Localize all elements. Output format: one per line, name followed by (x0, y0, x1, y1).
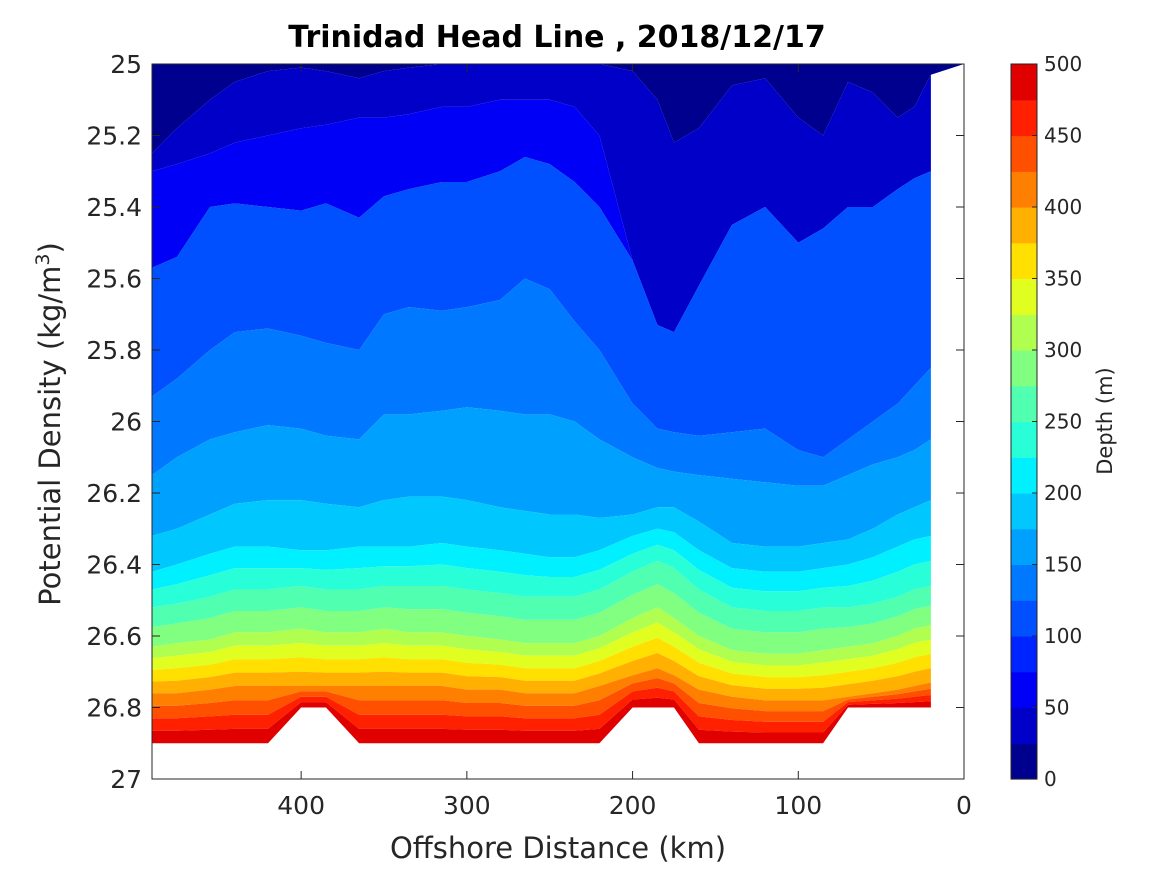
y-tick-label: 26.2 (86, 479, 142, 508)
colorbar-swatch (1011, 457, 1037, 494)
y-tick-label: 26.8 (86, 694, 142, 723)
x-tick-label: 400 (277, 791, 325, 820)
colorbar-swatch (1011, 421, 1037, 458)
contour-bands (152, 64, 964, 744)
contour-band (152, 622, 931, 678)
colorbar-swatch (1011, 314, 1037, 351)
colorbar-label: Depth (m) (1093, 367, 1117, 474)
x-tick-label: 300 (443, 791, 491, 820)
contour-band (152, 64, 931, 333)
colorbar-swatch (1011, 564, 1037, 601)
contour-band (152, 678, 931, 722)
y-tick-label: 25.2 (86, 122, 142, 151)
colorbar-tick-label: 100 (1044, 624, 1082, 648)
colorbar-swatch (1011, 64, 1037, 101)
colorbar-tick-label: 500 (1044, 52, 1082, 76)
contour-band (152, 607, 931, 666)
colorbar-tick-label: 300 (1044, 338, 1082, 362)
colorbar-tick-label: 450 (1044, 124, 1082, 148)
x-tick-label: 100 (774, 791, 822, 820)
contour-band (152, 653, 931, 701)
contour-band (152, 496, 931, 572)
colorbar-swatch (1011, 600, 1037, 637)
colorbar-swatch (1011, 493, 1037, 530)
contour-band (152, 157, 931, 458)
y-tick-label: 26.4 (86, 551, 142, 580)
contour-band (152, 560, 931, 633)
y-axis-label-end: ) (33, 242, 67, 253)
contour-band (152, 528, 931, 592)
colorbar-swatch (1011, 242, 1037, 280)
colorbar-swatch (1011, 385, 1037, 423)
colorbar-swatch (1011, 528, 1037, 566)
x-axis-label: Offshore Distance (km) (390, 831, 726, 865)
colorbar-swatch (1011, 350, 1037, 387)
contour-band (152, 278, 931, 486)
colorbar: 0 50 100 150 200 250 300 350 400 450 500 Depth (m) (1010, 52, 1117, 791)
y-tick-label: 25.8 (86, 336, 142, 365)
colorbar-tick-label: 200 (1044, 481, 1082, 505)
colorbar-tick-label: 150 (1044, 553, 1082, 577)
x-axis: 400 300 200 100 0 (277, 64, 972, 820)
colorbar-tick-label: 250 (1044, 410, 1082, 434)
colorbar-swatch (1011, 171, 1037, 208)
colorbar-tick-label: 350 (1044, 267, 1082, 291)
contour-band (152, 668, 931, 712)
contour-band (152, 697, 931, 744)
contour-band (152, 584, 931, 654)
y-tick-label: 27 (110, 765, 142, 794)
colorbar-swatch (1011, 99, 1037, 137)
colorbar-swatches (1011, 64, 1037, 780)
contour-band (152, 99, 931, 333)
contour-band (152, 687, 931, 733)
y-axis-label-main: Potential Density (kg/m (33, 266, 67, 606)
colorbar-swatch (1011, 707, 1037, 744)
y-tick-label: 25 (110, 50, 142, 79)
x-tick-label: 0 (956, 791, 972, 820)
colorbar-swatch (1011, 278, 1037, 315)
y-tick-label: 26.6 (86, 622, 142, 651)
colorbar-swatch (1011, 743, 1037, 780)
colorbar-ticks: 0 50 100 150 200 250 300 350 400 450 500 (1032, 52, 1082, 791)
colorbar-swatch (1011, 135, 1037, 172)
colorbar-swatch (1011, 207, 1037, 244)
contour-band (152, 544, 931, 611)
colorbar-tick-label: 400 (1044, 195, 1082, 219)
y-tick-label: 25.6 (86, 265, 142, 294)
chart-title: Trinidad Head Line , 2018/12/17 (288, 20, 825, 55)
colorbar-tick-label: 50 (1044, 696, 1069, 720)
y-tick-label: 26 (110, 408, 142, 437)
colorbar-swatch (1011, 671, 1037, 709)
contour-band (152, 637, 931, 689)
x-tick-label: 200 (609, 791, 657, 820)
contour-band (152, 64, 964, 154)
contour-band (152, 407, 931, 547)
y-axis-label: Potential Density (kg/m3) (32, 242, 67, 606)
y-axis: 25 25.2 25.4 25.6 25.8 26 26.2 26.4 26.6 26.8 27 (86, 50, 964, 794)
colorbar-tick-label: 0 (1044, 767, 1057, 791)
y-axis-label-superscript: 3 (32, 253, 54, 265)
colorbar-swatch (1011, 636, 1037, 673)
y-tick-label: 25.4 (86, 193, 142, 222)
plot-area (152, 64, 964, 779)
